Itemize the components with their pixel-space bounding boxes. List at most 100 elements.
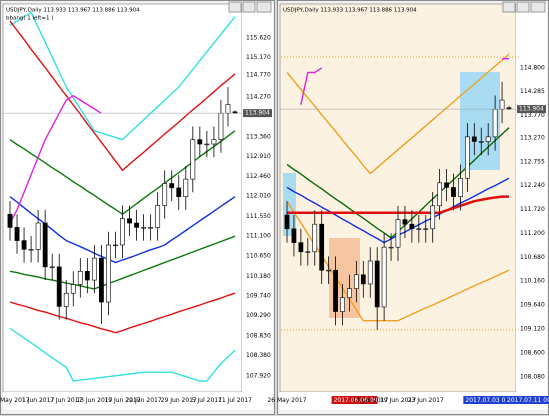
indicator-line [286, 53, 510, 175]
candle-body [291, 228, 297, 243]
candle-body [423, 228, 429, 230]
y-tick-label: 110.680 [520, 254, 545, 261]
indicator-line [9, 235, 236, 290]
y-tick-label: 113.270 [520, 135, 545, 142]
candle-body [176, 187, 182, 197]
y-tick-label: 108.080 [520, 373, 545, 380]
candle-body [91, 257, 97, 281]
candle-body [106, 244, 111, 303]
y-tick-label: 111.550 [246, 213, 271, 220]
x-tick-label: 26 May 2017 [0, 397, 30, 404]
indicator-line [9, 292, 236, 334]
candle-body [326, 269, 332, 272]
y-tick-label: 110.650 [246, 252, 271, 259]
plot-area [2, 3, 243, 393]
plot-area [279, 3, 517, 393]
y-tick-label: 108.830 [246, 332, 271, 339]
candle-body [367, 260, 373, 285]
candle-body [471, 136, 477, 142]
close-button[interactable] [530, 1, 546, 13]
y-tick-label: 112.240 [520, 182, 545, 189]
candle-body [458, 177, 463, 197]
candle-body [430, 205, 436, 230]
maximize-button[interactable] [516, 1, 530, 13]
candle-body [402, 219, 408, 225]
candle-body [155, 205, 161, 228]
candle-body [312, 223, 318, 253]
candle-body [360, 274, 366, 285]
candle-body [388, 246, 394, 249]
candle-body [49, 266, 55, 269]
x-tick-label: 2017.07.11 00:00 [507, 397, 549, 404]
candle-body [113, 244, 118, 247]
candle-body [98, 257, 104, 303]
x-tick-highlight [331, 396, 378, 404]
last-price-box [517, 105, 546, 114]
y-tick-label: 112.010 [246, 193, 271, 200]
y-tick-label: 109.290 [246, 312, 271, 319]
minimize-button[interactable] [502, 1, 516, 13]
y-tick-label: 114.270 [246, 94, 271, 101]
x-tick-label: 5 Jul 2017 [192, 397, 222, 404]
candle-body [14, 227, 20, 241]
candle-body [464, 136, 470, 179]
last-price-label: 113.904 [245, 110, 270, 117]
x-tick-label: 13 Jun 2017 [352, 397, 388, 404]
candle-body [416, 228, 422, 230]
candle-body [374, 260, 380, 308]
y-tick-label: 111.200 [520, 230, 545, 237]
maximize-button[interactable] [242, 1, 256, 13]
candle-body [77, 270, 83, 285]
x-tick-label: 26 May 2017 [267, 397, 306, 404]
candle-body [211, 139, 217, 145]
x-tick-label: 11 Jul 2017 [218, 397, 252, 404]
x-tick-label: 22 Jun 2017 [126, 397, 162, 404]
x-tick-highlight [505, 396, 549, 404]
candle-body [169, 183, 175, 189]
close-button[interactable] [256, 1, 272, 13]
minimize-button[interactable] [228, 1, 242, 13]
candle-body [21, 240, 27, 250]
candle-body [444, 182, 449, 188]
candle-body [409, 223, 415, 230]
candle-body [7, 213, 13, 228]
candle-body [340, 297, 345, 312]
y-tick-label: 109.640 [520, 302, 545, 309]
candle-body [218, 112, 224, 140]
y-tick-label: 111.720 [520, 206, 545, 213]
candle-body [478, 141, 484, 143]
candle-body [305, 251, 311, 253]
candle-body [141, 227, 147, 229]
y-tick-label: 114.800 [520, 64, 545, 71]
y-tick-label: 112.755 [520, 158, 545, 165]
window-buttons [228, 1, 546, 13]
candle-body [70, 284, 76, 294]
x-tick-label: 1 Jun 2017 [22, 397, 54, 404]
indicator-line [9, 11, 236, 141]
candle-body [492, 108, 498, 138]
x-tick-label: 2017.06.06 00:00 [334, 397, 388, 404]
x-tick-label: 29 Jun 2017 [161, 397, 197, 404]
candle-body [183, 178, 189, 197]
candle-body [333, 269, 338, 312]
x-tick-label: 19 Jun 2017 [104, 397, 140, 404]
candle-body [190, 139, 196, 180]
x-tick-label: 23 Jun 2017 [408, 397, 444, 404]
y-tick-label: 114.770 [246, 72, 271, 79]
candle-body [204, 143, 210, 146]
candle-body [35, 222, 41, 250]
last-price-label: 113.904 [519, 106, 544, 113]
candle-body [84, 270, 90, 281]
price-axis [242, 4, 273, 392]
y-tick-label: 110.160 [520, 278, 545, 285]
y-tick-label: 108.600 [520, 349, 545, 356]
candle-body [134, 222, 139, 228]
chart-title: USDJPY,Daily 113.933 113.967 113.886 113… [6, 8, 140, 14]
candle-body [284, 214, 290, 230]
x-tick-highlight [463, 396, 510, 404]
candle-body [225, 104, 231, 114]
y-tick-label: 112.460 [246, 173, 271, 180]
y-tick-label: 109.740 [246, 292, 271, 299]
price-axis [516, 4, 547, 392]
